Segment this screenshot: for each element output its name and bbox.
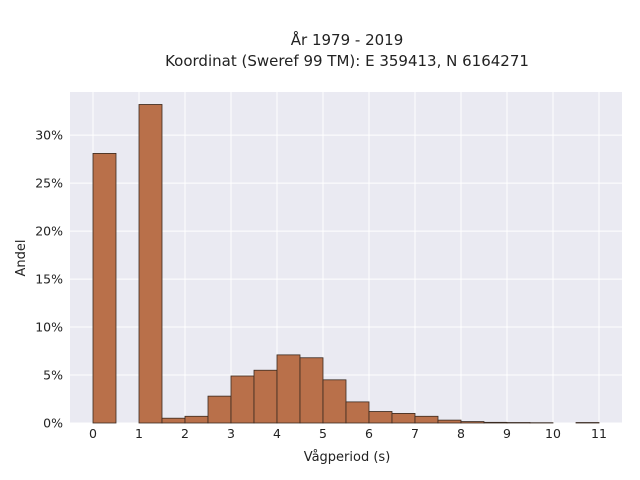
x-tick-label-11: 11 (591, 426, 607, 441)
x-tick-label-5: 5 (319, 426, 327, 441)
x-tick-label-2: 2 (181, 426, 189, 441)
grid-lines (70, 92, 622, 424)
histogram-bar-2 (138, 104, 163, 424)
histogram-bar-12 (368, 411, 393, 424)
histogram-bar-6 (230, 375, 255, 424)
x-tick-label-8: 8 (457, 426, 465, 441)
y-tick-label-3: 15% (35, 272, 63, 287)
histogram-bar-9 (299, 357, 324, 424)
x-tick-label-4: 4 (273, 426, 281, 441)
y-axis-label: Andel (14, 240, 29, 277)
x-tick-label-3: 3 (227, 426, 235, 441)
chart-title-line-2: Koordinat (Sweref 99 TM): E 359413, N 61… (165, 52, 529, 70)
histogram-bar-11 (345, 401, 370, 424)
histogram-bar-15 (437, 419, 462, 424)
y-tick-label-0: 0% (43, 416, 63, 431)
histogram-bar-8 (276, 354, 301, 424)
histogram-bar-0 (92, 153, 117, 424)
chart-title-line-1: År 1979 - 2019 (291, 30, 404, 49)
x-tick-label-0: 0 (89, 426, 97, 441)
histogram-bar-16 (460, 421, 485, 424)
bars (92, 104, 600, 424)
y-tick-label-1: 5% (43, 368, 63, 383)
histogram-bar-5 (207, 395, 232, 424)
x-tick-label-6: 6 (365, 426, 373, 441)
y-axis-ticks: 0% 5% 10% 15% 20% 25% 30% (35, 128, 63, 431)
histogram-bar-3 (161, 417, 186, 424)
histogram-bar-17 (483, 421, 508, 424)
histogram-bar-10 (322, 379, 347, 424)
y-tick-label-6: 30% (35, 128, 63, 143)
y-tick-label-4: 20% (35, 224, 63, 239)
x-tick-label-7: 7 (411, 426, 419, 441)
histogram-bar-14 (414, 415, 439, 424)
y-tick-label-2: 10% (35, 320, 63, 335)
x-tick-label-1: 1 (135, 426, 143, 441)
x-tick-label-9: 9 (503, 426, 511, 441)
x-tick-label-10: 10 (545, 426, 561, 441)
histogram-bar-13 (391, 413, 416, 424)
y-tick-label-5: 25% (35, 176, 63, 191)
x-axis-label: Vågperiod (s) (304, 450, 391, 465)
histogram-bar-4 (184, 415, 209, 424)
x-axis-ticks: 0 1 2 3 4 5 6 7 8 9 10 11 (89, 426, 607, 441)
histogram-bar-7 (253, 369, 278, 424)
